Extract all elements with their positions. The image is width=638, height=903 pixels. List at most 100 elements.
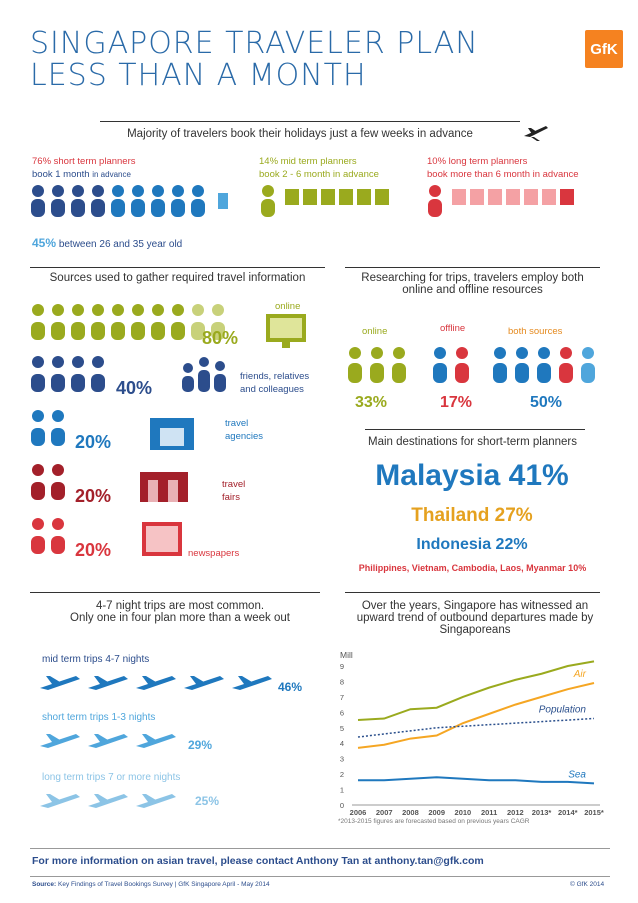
gfk-logo: GfK [585, 30, 623, 68]
nights-short-label: short term trips 1-3 nights [42, 712, 156, 723]
calendar-icon [218, 193, 228, 209]
person-icon [71, 185, 85, 217]
destination-others: Philippines, Vietnam, Cambodia, Laos, My… [358, 563, 587, 573]
divider [345, 592, 600, 593]
x-tick-label: 2011 [481, 808, 497, 817]
long-planners-title: 10% long term planners [427, 156, 528, 167]
source-label: Source: [32, 881, 57, 888]
source-friends-pct: 40% [116, 378, 153, 398]
divider [365, 429, 585, 430]
nights-mid-label: mid term trips 4-7 nights [42, 654, 150, 665]
research-both-label: both sources [508, 326, 563, 337]
series-label-population: Population [539, 705, 587, 716]
divider [30, 267, 325, 268]
person-icon [31, 185, 45, 217]
x-tick-label: 2015* [584, 808, 604, 817]
y-tick-label: 6 [340, 708, 344, 717]
source-agencies-pct: 20% [75, 432, 112, 452]
y-tick-label: 3 [340, 755, 344, 764]
person-icon [191, 185, 205, 217]
source-text: Key Findings of Travel Bookings Survey |… [58, 881, 270, 888]
destination-indonesia: Indonesia 22% [416, 536, 528, 553]
short-planners-title: 76% short term planners [32, 156, 136, 167]
y-tick-label: 7 [340, 693, 344, 702]
research-offline-pct: 17% [440, 394, 473, 411]
short-planners-label: 76% short term planners book 1 month in … [32, 155, 136, 181]
chart-footnote: *2013-2015 figures are forecasted based … [338, 818, 530, 825]
series-line-air [357, 682, 595, 749]
source-fairs-pct: 20% [75, 486, 112, 506]
person-icon [261, 185, 275, 217]
divider [345, 267, 600, 268]
nights-long-planes [40, 794, 176, 808]
x-tick-label: 2006 [350, 808, 367, 817]
age-text: between 26 and 35 year old [58, 239, 183, 250]
source-online-label: online [275, 301, 301, 312]
destination-malaysia: Malaysia 41% [375, 459, 569, 492]
person-icon [131, 185, 145, 217]
nights-short-pct: 29% [188, 738, 213, 752]
title-line-2: LESS THAN A MONTH [30, 58, 367, 93]
source-fairs-label: travel fairs [222, 479, 246, 503]
y-tick-label: 9 [340, 662, 344, 671]
nights-long-label: long term trips 7 or more nights [42, 772, 181, 783]
series-label-sea: Sea [568, 769, 586, 780]
planners-pictogram [31, 185, 574, 217]
mid-planners-sub: book 2 - 6 month in advance [259, 169, 379, 180]
y-tick-label: 4 [340, 739, 344, 748]
x-tick-label: 2012 [507, 808, 524, 817]
contact-text: For more information on asian travel, pl… [32, 855, 484, 867]
source-online-pct: 80% [202, 328, 239, 348]
planning-heading: Majority of travelers book their holiday… [127, 128, 473, 140]
source-newspapers-label: newspapers [188, 548, 240, 559]
person-icon [171, 185, 185, 217]
nights-mid-pct: 46% [278, 680, 303, 694]
short-planners-sub2: in advance [92, 170, 131, 179]
y-tick-label: 5 [340, 724, 344, 733]
age-note: 45% between 26 and 35 year old [32, 236, 182, 250]
person-icon [111, 185, 125, 217]
source-note: Source: Key Findings of Travel Bookings … [32, 881, 270, 888]
source-friends-label: friends, relatives and colleagues [240, 371, 310, 395]
page-title: SINGAPORE TRAVELER PLAN LESS THAN A MONT… [30, 28, 479, 92]
airplane-icon [524, 126, 548, 141]
research-pictogram [348, 347, 595, 383]
destination-thailand: Thailand 27% [411, 505, 533, 526]
destinations-heading: Main destinations for short-term planner… [367, 436, 577, 448]
departures-chart: 0 1 2 3 4 5 6 7 8 9 2006 2007 2008 2009 2010 2011 2012 20… [340, 660, 604, 817]
monitor-icon [266, 314, 306, 348]
y-tick-label: 2 [340, 770, 344, 779]
person-icon [51, 185, 65, 217]
y-tick-label: 8 [340, 677, 344, 686]
source-newspapers-pct: 20% [75, 540, 112, 560]
divider [30, 876, 610, 877]
source-agencies-label: travel agencies [225, 418, 264, 442]
research-online-pct: 33% [355, 394, 388, 411]
building-icon [150, 418, 194, 450]
x-tick-label: 2009 [428, 808, 445, 817]
chart-ylabel: Mill [340, 650, 353, 660]
sources-pictogram [31, 304, 306, 556]
research-offline-label: offline [440, 323, 466, 334]
mid-planners-label: 14% mid term planners book 2 - 6 month i… [259, 155, 379, 181]
divider [30, 848, 610, 849]
series-label-air: Air [573, 669, 587, 680]
nights-long-pct: 25% [195, 794, 220, 808]
nights-heading-line-2: Only one in four plan more than a week o… [70, 612, 290, 624]
people-group-icon [182, 357, 226, 392]
long-planners-sub: book more than 6 month in advance [427, 169, 579, 180]
divider [30, 592, 320, 593]
age-pct: 45% [32, 236, 57, 250]
x-tick-label: 2008 [402, 808, 419, 817]
series-line-population [357, 717, 595, 738]
y-tick-label: 1 [340, 786, 344, 795]
fair-tent-icon [140, 472, 188, 502]
series-line-total [357, 660, 595, 722]
newspaper-icon [142, 522, 182, 556]
short-planners-sub: book 1 month [32, 169, 90, 180]
x-tick-label: 2010 [455, 808, 472, 817]
nights-short-planes [40, 734, 176, 748]
chart-title: Over the years, Singapore has witnessed … [356, 600, 594, 636]
x-tick-label: 2014* [558, 808, 578, 817]
research-both-pct: 50% [530, 394, 563, 411]
